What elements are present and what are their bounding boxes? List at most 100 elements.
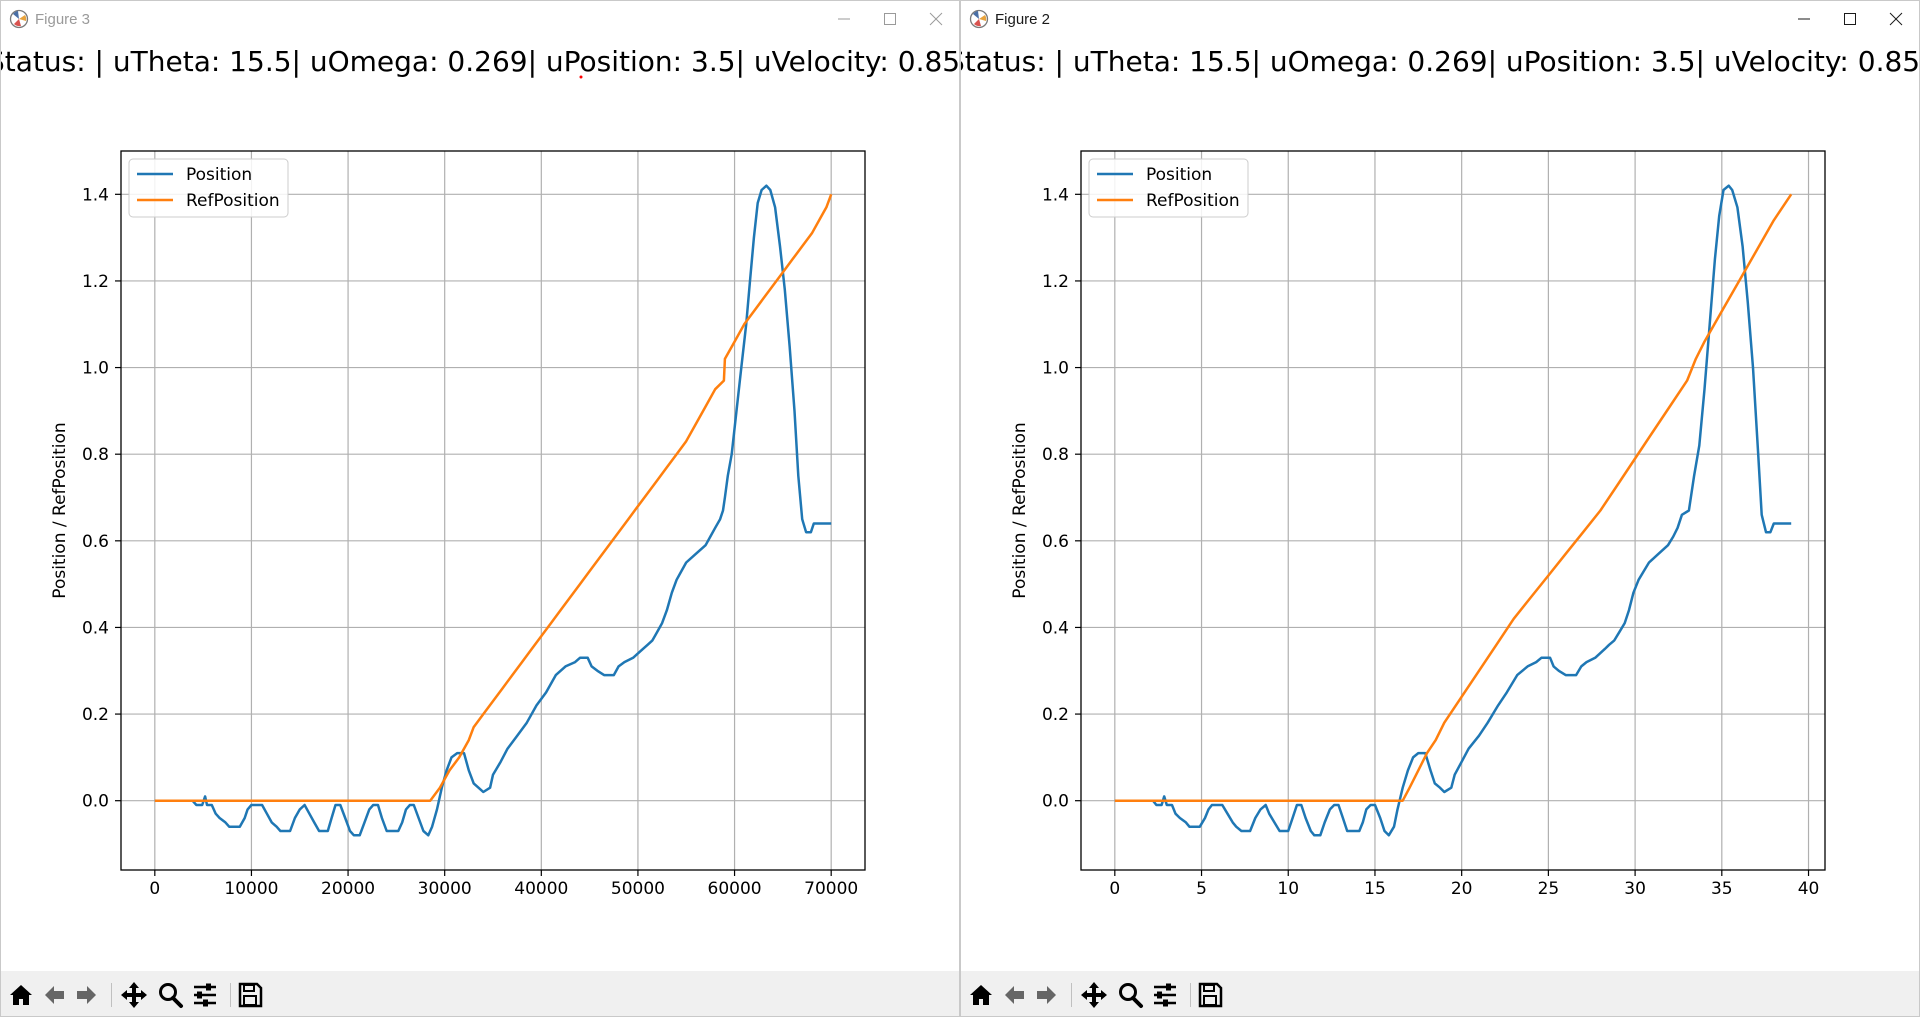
y-tick-label: 0.6 — [1042, 532, 1069, 552]
home-button[interactable] — [966, 980, 996, 1010]
status-banner-text: Status: | uTheta: 15.5| uOmega: 0.269| u… — [1, 45, 960, 78]
x-tick-label: 10000 — [224, 879, 278, 899]
x-tick-label: 15 — [1364, 879, 1386, 899]
figure-window-left: Figure 3 Status: | uTheta: 15.5| uOmega:… — [0, 0, 960, 1017]
save-button[interactable] — [235, 980, 265, 1010]
series-line-position — [154, 184, 832, 837]
configure-subplots-icon — [1154, 983, 1176, 1007]
toolbar-separator — [230, 983, 231, 1007]
zoom-magnifier-icon — [159, 983, 183, 1008]
matplotlib-app-icon — [9, 9, 29, 29]
y-tick-label: 1.0 — [82, 359, 109, 379]
save-button[interactable] — [1195, 980, 1225, 1010]
forward-arrow-icon — [1037, 986, 1056, 1004]
x-tick-label: 5 — [1196, 879, 1207, 899]
maximize-icon — [884, 13, 896, 25]
legend-label: RefPosition — [186, 191, 280, 211]
legend: Position RefPosition — [1088, 158, 1249, 218]
home-button[interactable] — [6, 980, 36, 1010]
home-icon — [10, 985, 32, 1005]
back-button[interactable] — [999, 980, 1029, 1010]
configure-subplots-button[interactable] — [1150, 980, 1180, 1010]
forward-arrow-icon — [77, 986, 96, 1004]
zoom-button[interactable] — [155, 980, 185, 1010]
y-tick-label: 0.8 — [1042, 445, 1069, 465]
save-floppy-icon — [1198, 982, 1223, 1008]
x-tick-label: 40 — [1798, 879, 1820, 899]
y-tick-label: 1.0 — [1042, 359, 1069, 379]
y-tick-label: 0.0 — [1042, 792, 1069, 812]
navigation-toolbar — [961, 971, 1919, 1016]
toolbar-separator — [1190, 983, 1191, 1007]
back-arrow-icon — [45, 986, 64, 1004]
status-banner-text: Status: | uTheta: 15.5| uOmega: 0.269| u… — [961, 45, 1920, 78]
figure-window-right: Figure 2 Status: | uTheta: 15.5| uOmega:… — [960, 0, 1920, 1017]
x-tick-label: 20 — [1451, 879, 1473, 899]
home-icon — [970, 985, 992, 1005]
x-tick-label: 60000 — [708, 879, 762, 899]
close-button[interactable] — [1873, 1, 1919, 37]
forward-button[interactable] — [72, 980, 102, 1010]
plot-canvas[interactable]: Status: | uTheta: 15.5| uOmega: 0.269| u… — [1, 37, 960, 971]
x-tick-label: 25 — [1538, 879, 1560, 899]
y-tick-label: 0.2 — [1042, 705, 1069, 725]
axes: 0 10000 20000 30000 40000 50000 60000 70000 0.0 0… — [50, 150, 866, 899]
navigation-toolbar — [1, 971, 959, 1016]
toolbar-separator — [1071, 983, 1072, 1007]
maximize-button[interactable] — [1827, 1, 1873, 37]
x-tick-label: 40000 — [514, 879, 568, 899]
y-tick-label: 0.6 — [82, 532, 109, 552]
legend-label: RefPosition — [1146, 191, 1240, 211]
configure-subplots-icon — [194, 983, 216, 1007]
axes-frame — [1080, 150, 1826, 871]
legend-label: Position — [1146, 165, 1212, 185]
forward-button[interactable] — [1032, 980, 1062, 1010]
title-bar[interactable]: Figure 3 — [1, 1, 959, 37]
minimize-icon — [838, 18, 850, 20]
x-tick-label: 0 — [149, 879, 160, 899]
y-tick-label: 0.0 — [82, 792, 109, 812]
y-tick-label: 1.4 — [82, 185, 109, 205]
zoom-magnifier-icon — [1119, 983, 1143, 1008]
pan-button[interactable] — [1079, 980, 1109, 1010]
y-tick-label: 1.2 — [1042, 272, 1069, 292]
y-tick-label: 0.8 — [82, 445, 109, 465]
legend-label: Position — [186, 165, 252, 185]
close-icon — [929, 12, 943, 26]
y-tick-label: 0.4 — [82, 618, 109, 638]
series-line-refposition — [154, 193, 833, 802]
y-tick-label: 0.2 — [82, 705, 109, 725]
y-tick-label: 1.2 — [82, 272, 109, 292]
back-arrow-icon — [1005, 986, 1024, 1004]
series-line-refposition — [1114, 193, 1793, 802]
y-tick-label: 0.4 — [1042, 618, 1069, 638]
y-tick-label: 1.4 — [1042, 185, 1069, 205]
minimize-icon — [1798, 18, 1810, 20]
y-axis-label: Position / RefPosition — [50, 422, 70, 598]
axes: 0 5 10 15 20 25 30 35 40 0.0 0.2 0.4 0.6 0.8 1.0 1.2 1.4… — [1010, 150, 1826, 899]
configure-subplots-button[interactable] — [190, 980, 220, 1010]
minimize-button[interactable] — [1781, 1, 1827, 37]
pan-move-icon — [121, 982, 147, 1008]
window-title: Figure 2 — [995, 11, 1051, 28]
back-button[interactable] — [39, 980, 69, 1010]
close-button[interactable] — [913, 1, 959, 37]
window-title: Figure 3 — [35, 11, 91, 28]
x-tick-label: 10 — [1277, 879, 1299, 899]
zoom-button[interactable] — [1115, 980, 1145, 1010]
minimize-button[interactable] — [821, 1, 867, 37]
x-tick-label: 70000 — [804, 879, 858, 899]
matplotlib-app-icon — [969, 9, 989, 29]
maximize-button[interactable] — [867, 1, 913, 37]
y-axis-label: Position / RefPosition — [1010, 422, 1030, 598]
x-tick-label: 20000 — [321, 879, 375, 899]
toolbar-separator — [111, 983, 112, 1007]
title-bar[interactable]: Figure 2 — [961, 1, 1919, 37]
x-tick-label: 35 — [1711, 879, 1733, 899]
pan-move-icon — [1081, 982, 1107, 1008]
pan-button[interactable] — [119, 980, 149, 1010]
plot-canvas[interactable]: Status: | uTheta: 15.5| uOmega: 0.269| u… — [961, 37, 1920, 971]
series-line-position — [1114, 184, 1792, 837]
x-tick-label: 30 — [1624, 879, 1646, 899]
x-tick-label: 30000 — [418, 879, 472, 899]
